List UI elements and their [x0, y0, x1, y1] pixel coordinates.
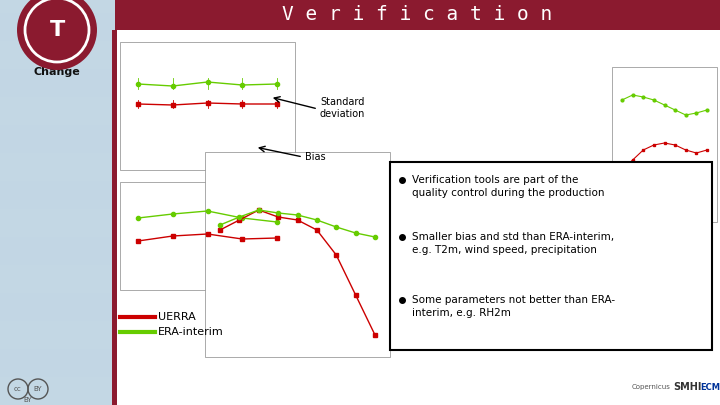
Bar — [0, 41, 115, 55]
Text: Standard: Standard — [320, 97, 364, 107]
Text: ECMWF: ECMWF — [700, 382, 720, 392]
Bar — [115, 0, 720, 30]
Bar — [0, 335, 115, 349]
Bar — [120, 182, 295, 290]
Text: BY: BY — [24, 397, 32, 403]
Bar — [0, 55, 115, 69]
Text: Verification tools are part of the: Verification tools are part of the — [412, 175, 578, 185]
Bar — [0, 83, 115, 97]
Text: Bias: Bias — [305, 152, 325, 162]
Text: cc: cc — [14, 386, 22, 392]
Bar — [0, 69, 115, 83]
Text: e.g. T2m, wind speed, precipitation: e.g. T2m, wind speed, precipitation — [412, 245, 597, 255]
Bar — [0, 139, 115, 153]
Bar — [0, 111, 115, 125]
Text: Smaller bias and std than ERA-interim,: Smaller bias and std than ERA-interim, — [412, 232, 614, 242]
Bar — [0, 153, 115, 167]
Bar — [112, 30, 117, 405]
Bar — [0, 209, 115, 223]
Bar — [0, 391, 115, 405]
Bar — [0, 0, 115, 13]
Text: quality control during the production: quality control during the production — [412, 188, 605, 198]
Text: Climate: Climate — [33, 55, 81, 65]
Bar — [0, 349, 115, 363]
Bar — [0, 195, 115, 209]
Circle shape — [17, 0, 97, 70]
Bar — [0, 265, 115, 279]
Bar — [0, 125, 115, 139]
Text: Change: Change — [34, 67, 81, 77]
Bar — [0, 251, 115, 265]
Bar — [0, 293, 115, 307]
Bar — [0, 363, 115, 377]
Bar — [390, 162, 712, 350]
Bar — [0, 27, 115, 41]
Bar — [0, 279, 115, 293]
Text: SMHI: SMHI — [673, 382, 701, 392]
Text: Some parameters not better than ERA-: Some parameters not better than ERA- — [412, 295, 615, 305]
Bar — [0, 97, 115, 111]
Text: BY: BY — [34, 386, 42, 392]
Bar — [612, 67, 717, 222]
Text: Copernicus: Copernicus — [632, 384, 671, 390]
Bar — [0, 0, 115, 405]
Text: ERA-interim: ERA-interim — [158, 327, 224, 337]
Bar — [0, 223, 115, 237]
Bar — [0, 181, 115, 195]
Bar — [120, 42, 295, 170]
Text: T: T — [50, 20, 65, 40]
Text: V e r i f i c a t i o n: V e r i f i c a t i o n — [282, 6, 552, 24]
Text: interim, e.g. RH2m: interim, e.g. RH2m — [412, 308, 511, 318]
Bar — [0, 237, 115, 251]
Bar — [205, 152, 390, 357]
Bar — [0, 377, 115, 391]
Text: deviation: deviation — [320, 109, 365, 119]
Bar — [0, 167, 115, 181]
Bar — [0, 13, 115, 27]
Text: UERRA: UERRA — [158, 312, 196, 322]
Bar — [0, 307, 115, 321]
Bar — [0, 321, 115, 335]
